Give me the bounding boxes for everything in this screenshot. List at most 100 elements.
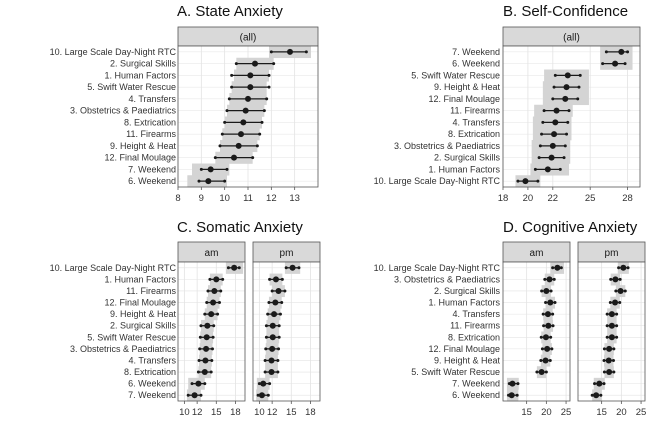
error-bar-end-low xyxy=(270,289,274,293)
plot-border xyxy=(502,45,641,188)
y-axis-label: 4. Transfers xyxy=(452,309,500,319)
error-bar-end-high xyxy=(221,277,225,281)
y-axis-label: 5. Swift Water Rescue xyxy=(411,70,500,80)
data-point xyxy=(211,287,218,294)
data-point xyxy=(547,299,554,306)
data-point xyxy=(554,264,561,271)
y-axis-label: 4. Transfers xyxy=(452,117,500,127)
y-axis-label: 8. Extrication xyxy=(448,332,500,342)
data-point xyxy=(260,380,267,387)
data-point xyxy=(605,357,612,364)
y-axis-label: 7. Weekend xyxy=(128,390,176,400)
x-tick-label: 20 xyxy=(523,193,534,204)
error-bar-end-low xyxy=(220,132,224,136)
error-bar-end-low xyxy=(542,109,546,113)
error-bar-end-low xyxy=(535,370,539,374)
error-bar-end-high xyxy=(618,277,622,281)
y-axis-label: 8. Extrication xyxy=(124,117,176,127)
error-bar-end-high xyxy=(265,97,269,101)
error-bar-end-high xyxy=(255,144,259,148)
x-tick-label: 18 xyxy=(498,193,509,204)
panel-d-cognitive-anxiety: D. Cognitive Anxiety am 15 20 25 pm 15 20 25 10.… xyxy=(374,219,647,418)
data-point xyxy=(207,166,214,173)
y-axis-label: 1. Human Factors xyxy=(104,70,176,80)
x-tick-label: 10 xyxy=(254,407,265,418)
error-bar-end-high xyxy=(516,382,520,386)
data-point xyxy=(269,322,276,329)
data-point xyxy=(208,311,215,318)
error-bar-end-low xyxy=(263,370,267,374)
error-bar-end-low xyxy=(551,266,555,270)
error-bar-end-high xyxy=(615,312,619,316)
data-point xyxy=(247,72,254,79)
error-bar-end-high xyxy=(550,347,554,351)
error-bar-end-high xyxy=(258,132,262,136)
error-bar-end-low xyxy=(542,324,546,328)
data-point xyxy=(258,392,265,399)
error-bar-end-high xyxy=(515,393,519,397)
error-bar-end-low xyxy=(605,312,609,316)
error-bar-end-low xyxy=(264,324,268,328)
error-bar-end-low xyxy=(543,277,547,281)
error-bar-end-low xyxy=(539,335,543,339)
data-point xyxy=(551,131,558,138)
error-bar-end-high xyxy=(566,120,570,124)
y-axis-label: 4. Transfers xyxy=(128,94,176,104)
y-axis-label: 3. Obstetrics & Paediatrics xyxy=(394,141,501,151)
x-tick-label: 12 xyxy=(266,193,277,204)
y-axis-label: 2. Surgical Skills xyxy=(434,153,501,163)
error-bar-end-high xyxy=(237,266,241,270)
y-axis-label: 5. Swift Water Rescue xyxy=(87,82,176,92)
data-point xyxy=(205,178,212,185)
data-point xyxy=(195,380,202,387)
x-tick-label: 20 xyxy=(541,407,552,418)
x-tick-label: 28 xyxy=(622,193,633,204)
error-bar-end-low xyxy=(538,144,542,148)
x-tick-label: 8 xyxy=(175,193,180,204)
data-point xyxy=(612,299,619,306)
error-bar-end-low xyxy=(605,335,609,339)
error-bar-end-low xyxy=(614,289,618,293)
error-bar-end-high xyxy=(602,382,606,386)
data-point xyxy=(269,334,276,341)
y-axis-label: 2. Surgical Skills xyxy=(110,59,177,69)
data-point xyxy=(608,322,615,329)
error-bar-end-low xyxy=(268,277,272,281)
error-bar-end-low xyxy=(226,266,230,270)
data-point xyxy=(242,107,249,114)
data-point xyxy=(545,322,552,329)
y-axis-label: 9. Height & Heat xyxy=(434,355,501,365)
x-tick-label: 20 xyxy=(616,407,627,418)
error-bar-end-high xyxy=(199,393,203,397)
error-bar-end-high xyxy=(623,289,627,293)
error-bar-end-low xyxy=(225,109,229,113)
data-point xyxy=(552,119,559,126)
error-bar-end-high xyxy=(563,144,567,148)
error-bar-end-low xyxy=(608,301,612,305)
x-tick-label: 18 xyxy=(230,407,241,418)
chart-title: D. Cognitive Anxiety xyxy=(503,219,638,236)
data-point xyxy=(620,264,627,271)
error-bar-end-low xyxy=(602,347,606,351)
error-bar-end-high xyxy=(278,312,282,316)
error-bar-end-low xyxy=(605,324,609,328)
error-bar-end-high xyxy=(576,97,580,101)
y-axis-label: 3. Obstetrics & Paediatrics xyxy=(394,274,501,284)
error-bar-end-low xyxy=(617,266,621,270)
data-point xyxy=(612,276,619,283)
error-bar-end-low xyxy=(263,358,267,362)
error-bar-end-low xyxy=(256,393,260,397)
data-point xyxy=(593,392,600,399)
error-bar-end-high xyxy=(553,301,557,305)
data-point xyxy=(210,299,217,306)
error-bar-end-high xyxy=(578,73,582,77)
error-bar-end-low xyxy=(197,179,201,183)
error-bar-end-low xyxy=(602,370,606,374)
error-bar-end-low xyxy=(213,156,217,160)
y-axis-label: 9. Height & Heat xyxy=(110,141,177,151)
error-bar-end-high xyxy=(297,266,301,270)
data-point xyxy=(235,142,242,149)
error-bar-end-high xyxy=(577,85,581,89)
y-axis-label: 1. Human Factors xyxy=(428,164,500,174)
